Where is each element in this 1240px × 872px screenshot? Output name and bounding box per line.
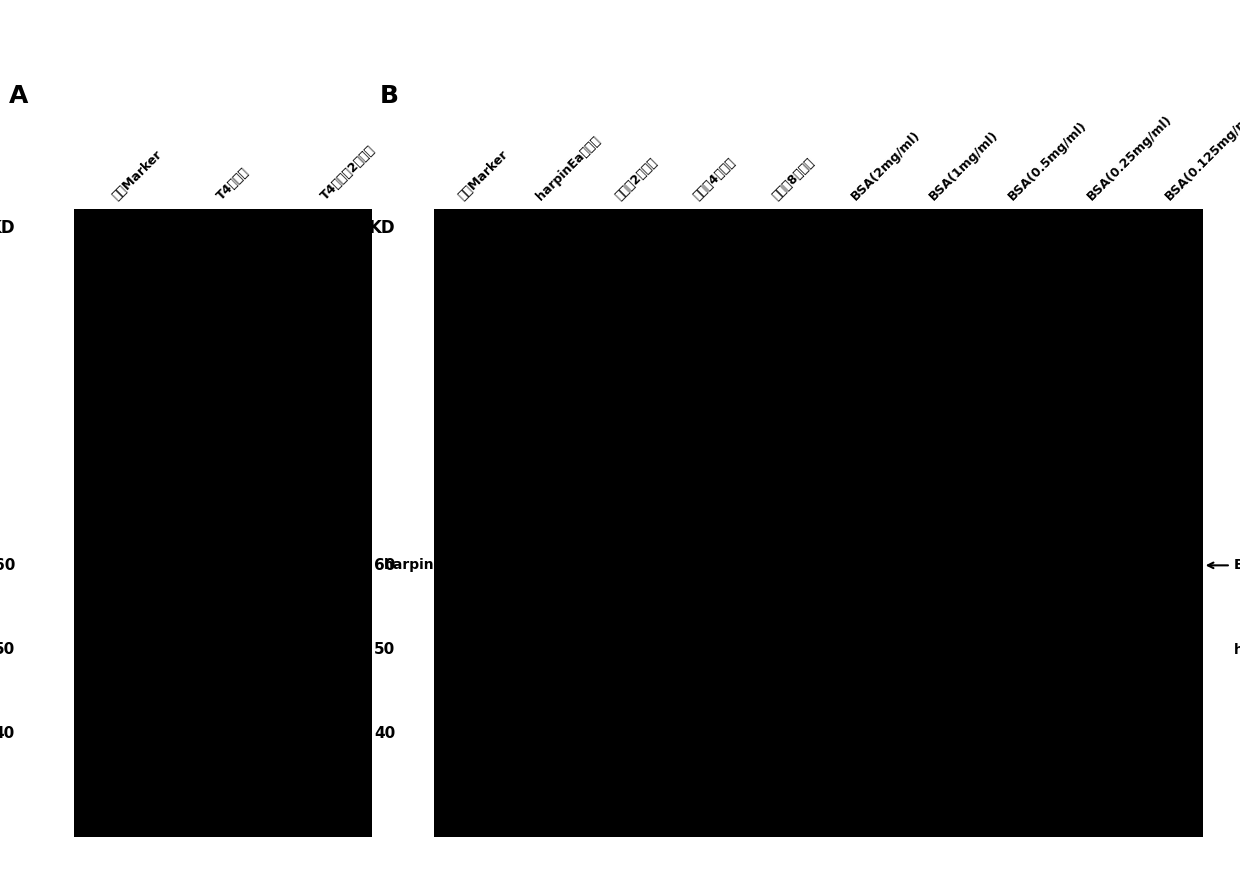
Text: BSA(2mg/ml): BSA(2mg/ml)	[848, 128, 923, 203]
Text: A: A	[9, 84, 29, 108]
Text: 3: 3	[322, 231, 332, 245]
Text: 4: 4	[696, 231, 706, 245]
Text: 蛋白液2倍稀样: 蛋白液2倍稀样	[613, 156, 660, 203]
Text: BSA(0.25mg/ml): BSA(0.25mg/ml)	[1084, 112, 1174, 203]
Text: 60: 60	[374, 558, 396, 573]
Text: 40: 40	[374, 726, 396, 741]
Text: 7: 7	[931, 231, 941, 245]
Text: BSA(1mg/ml): BSA(1mg/ml)	[928, 128, 1002, 203]
Text: 2: 2	[218, 231, 228, 245]
Text: 60: 60	[0, 558, 15, 573]
Text: T4悬浮液2倍稀样: T4悬浮液2倍稀样	[319, 144, 378, 203]
Text: harpinEa: harpinEa	[1234, 643, 1240, 657]
Text: 蛋白Marker: 蛋白Marker	[455, 148, 511, 203]
Text: 8: 8	[1011, 231, 1019, 245]
Text: 9: 9	[1089, 231, 1099, 245]
Text: 2: 2	[538, 231, 548, 245]
Text: 50: 50	[374, 642, 396, 657]
Text: 蛋白液8倍稀样: 蛋白液8倍稀样	[770, 156, 817, 203]
Text: KD: KD	[370, 219, 396, 237]
Text: 1: 1	[114, 231, 124, 245]
Text: B: B	[381, 84, 399, 108]
Text: BSA(0.125mg/ml): BSA(0.125mg/ml)	[1163, 106, 1240, 203]
Text: 1: 1	[460, 231, 470, 245]
Text: harpinEa-Soc: harpinEa-Soc	[384, 558, 487, 572]
Text: 6: 6	[853, 231, 863, 245]
Text: 3: 3	[618, 231, 626, 245]
Text: T4悬浮液: T4悬浮液	[215, 166, 252, 203]
Text: BSA: BSA	[1208, 558, 1240, 572]
Text: KD: KD	[0, 219, 15, 237]
Text: BSA(0.5mg/ml): BSA(0.5mg/ml)	[1006, 119, 1090, 203]
Text: 蛋白液4倍稀样: 蛋白液4倍稀样	[692, 156, 739, 203]
Text: 5: 5	[774, 231, 784, 245]
Text: 40: 40	[0, 726, 15, 741]
Text: 蛋白Marker: 蛋白Marker	[110, 148, 165, 203]
Text: 50: 50	[0, 642, 15, 657]
Text: harpinEa蛋白液: harpinEa蛋白液	[534, 133, 604, 203]
Text: 10: 10	[1162, 231, 1182, 245]
